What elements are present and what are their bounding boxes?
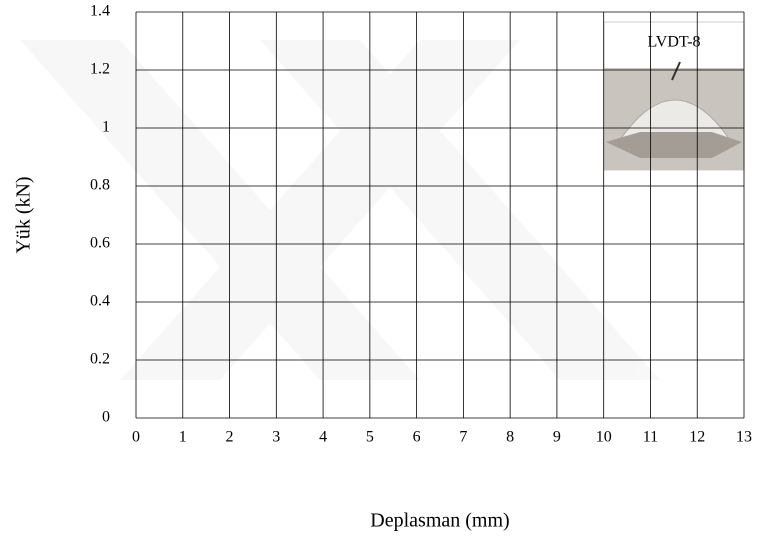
- y-tick-label: 0.4: [90, 293, 110, 310]
- y-tick-label: 0.6: [90, 235, 110, 252]
- x-tick-label: 7: [459, 429, 467, 446]
- x-tick-label: 13: [736, 429, 752, 446]
- x-tick-label: 3: [272, 429, 280, 446]
- x-tick-label: 9: [553, 429, 561, 446]
- y-tick-label: 0.8: [90, 177, 110, 194]
- x-tick-label: 10: [596, 429, 612, 446]
- y-tick-label: 1: [102, 119, 110, 136]
- y-tick-label: 0.2: [90, 351, 110, 368]
- x-tick-label: 11: [643, 429, 658, 446]
- watermark: [20, 40, 660, 380]
- x-tick-label: 1: [179, 429, 187, 446]
- y-axis-label: Yük (kN): [13, 176, 35, 253]
- x-tick-label: 4: [319, 429, 327, 446]
- x-tick-label: 12: [689, 429, 705, 446]
- y-tick-label: 0: [102, 409, 110, 426]
- x-tick-label: 6: [413, 429, 421, 446]
- y-tick-label: 1.4: [90, 3, 110, 20]
- x-tick-label: 0: [132, 429, 140, 446]
- x-tick-label: 2: [226, 429, 234, 446]
- x-tick-label: 8: [506, 429, 514, 446]
- inset: LVDT-8: [603, 21, 745, 171]
- y-tick-label: 1.2: [90, 61, 110, 78]
- x-tick-label: 5: [366, 429, 374, 446]
- inset-label: LVDT-8: [647, 34, 700, 51]
- x-axis-label: Deplasman (mm): [370, 510, 509, 532]
